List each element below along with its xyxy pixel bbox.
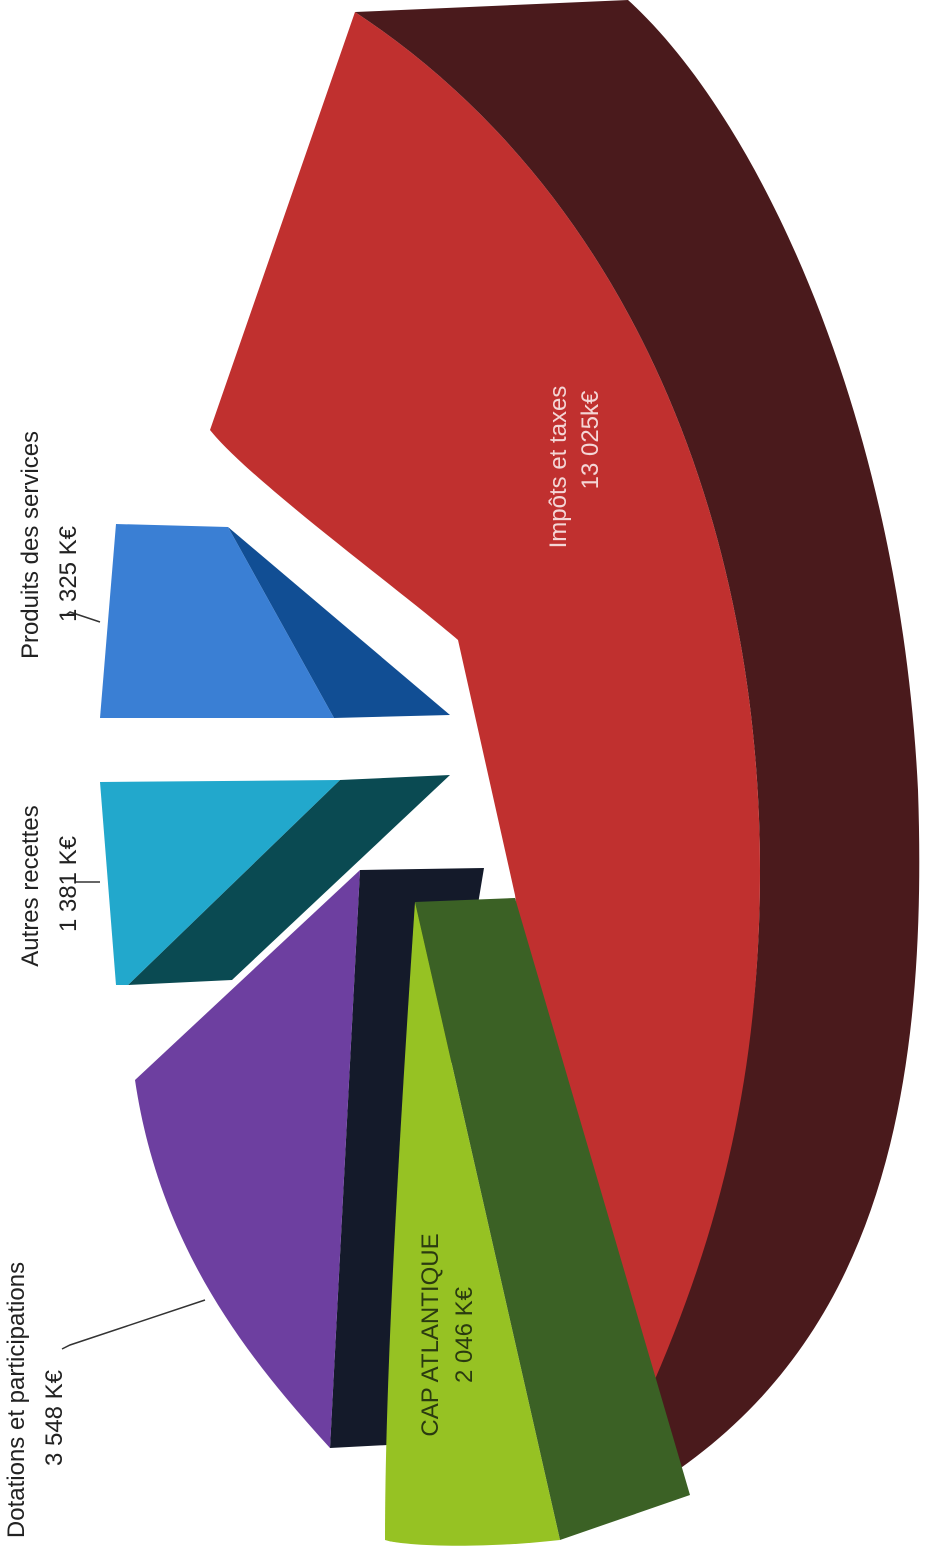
- slice-label-impots: Impôts et taxes: [545, 386, 572, 549]
- slice-label-cap: CAP ATLANTIQUE: [417, 1233, 444, 1436]
- slice-value-autres: 1 381 K€: [55, 835, 82, 932]
- slice-value-impots: 13 025k€: [577, 390, 604, 489]
- labels: Impôts et taxes 13 025k€ Produits des se…: [3, 386, 604, 1538]
- slice-label-produits: Produits des services: [17, 431, 44, 659]
- pie-slice-cap: [385, 898, 690, 1546]
- pie-slice-top-impots: [210, 12, 760, 1500]
- pie-slice-impots: [210, 0, 920, 1510]
- leader-line-dotations: [61, 1299, 206, 1350]
- pie-slice-autres: [100, 775, 450, 985]
- pie-slice-produits: [100, 524, 450, 718]
- pie-slice-top-cap: [385, 902, 560, 1546]
- leader-line-produits: [65, 611, 101, 623]
- pie-slice-side-impots: [355, 0, 920, 1510]
- slices-layer: [100, 0, 920, 1546]
- slice-value-produits: 1 325 K€: [55, 525, 82, 622]
- pie-slice-side-produits: [228, 527, 450, 718]
- pie-slice-top-autres: [100, 780, 340, 985]
- pie-slice-side-autres: [128, 775, 450, 985]
- pie-slice-top-dotations: [135, 870, 360, 1448]
- slice-label-autres: Autres recettes: [17, 805, 44, 966]
- slice-value-dotations: 3 548 K€: [41, 1369, 68, 1466]
- slice-value-cap: 2 046 K€: [451, 1286, 478, 1383]
- leader-lines: [61, 611, 206, 1350]
- pie-slice-side-cap: [415, 898, 690, 1540]
- pie-slice-top-produits: [100, 524, 334, 718]
- slice-label-dotations: Dotations et participations: [3, 1262, 30, 1538]
